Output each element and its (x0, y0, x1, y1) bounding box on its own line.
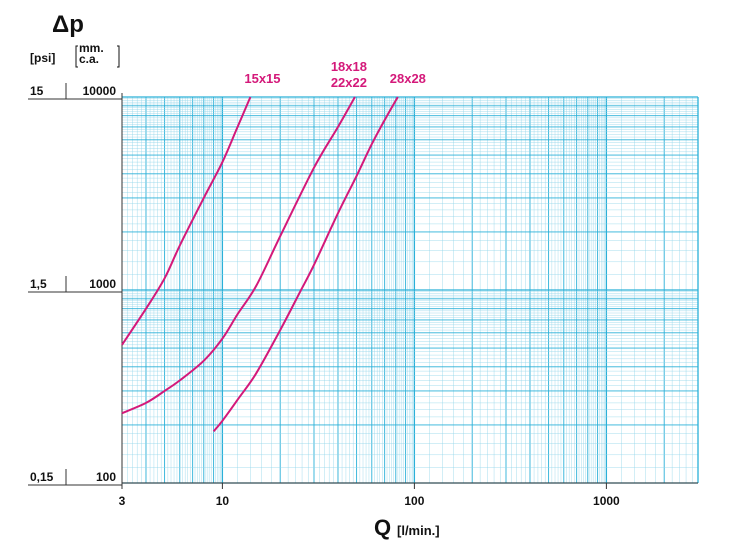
x-tick-label: 1000 (593, 494, 620, 508)
y-unit-mm-line2: c.a. (79, 52, 99, 66)
y-unit-bracket (75, 45, 78, 68)
series-line-18x18 (121, 96, 356, 415)
chart-axes: 3 10 100 1000 15 10000 1,5 1000 0,15 100 (28, 83, 698, 508)
y-tick-label-mm: 1000 (89, 277, 116, 291)
x-axis-unit: [l/min.] (397, 523, 440, 538)
series-line-15x15 (121, 96, 252, 346)
y-tick-label-mm: 10000 (83, 84, 117, 98)
chart-grid (121, 96, 699, 484)
x-tick-label: 10 (216, 494, 230, 508)
series-label: 15x15 (244, 71, 280, 86)
series-label: 28x28 (390, 71, 426, 86)
series-label: 18x18 (331, 59, 367, 74)
x-tick-label: 3 (119, 494, 126, 508)
y-unit-bracket-right (117, 45, 120, 68)
series-label-line2: 22x22 (331, 75, 367, 90)
y-tick-label-psi: 1,5 (30, 277, 47, 291)
x-axis-symbol: Q (374, 515, 391, 540)
y-tick-label-psi: 15 (30, 84, 44, 98)
y-unit-psi: [psi] (30, 51, 55, 65)
y-tick-label-mm: 100 (96, 470, 116, 484)
y-tick-label-psi: 0,15 (30, 470, 54, 484)
series-line-28x28 (212, 96, 399, 433)
y-unit-mm-line1: mm. (79, 41, 104, 55)
x-tick-label: 100 (404, 494, 424, 508)
y-axis-symbol: Δp (52, 11, 84, 38)
